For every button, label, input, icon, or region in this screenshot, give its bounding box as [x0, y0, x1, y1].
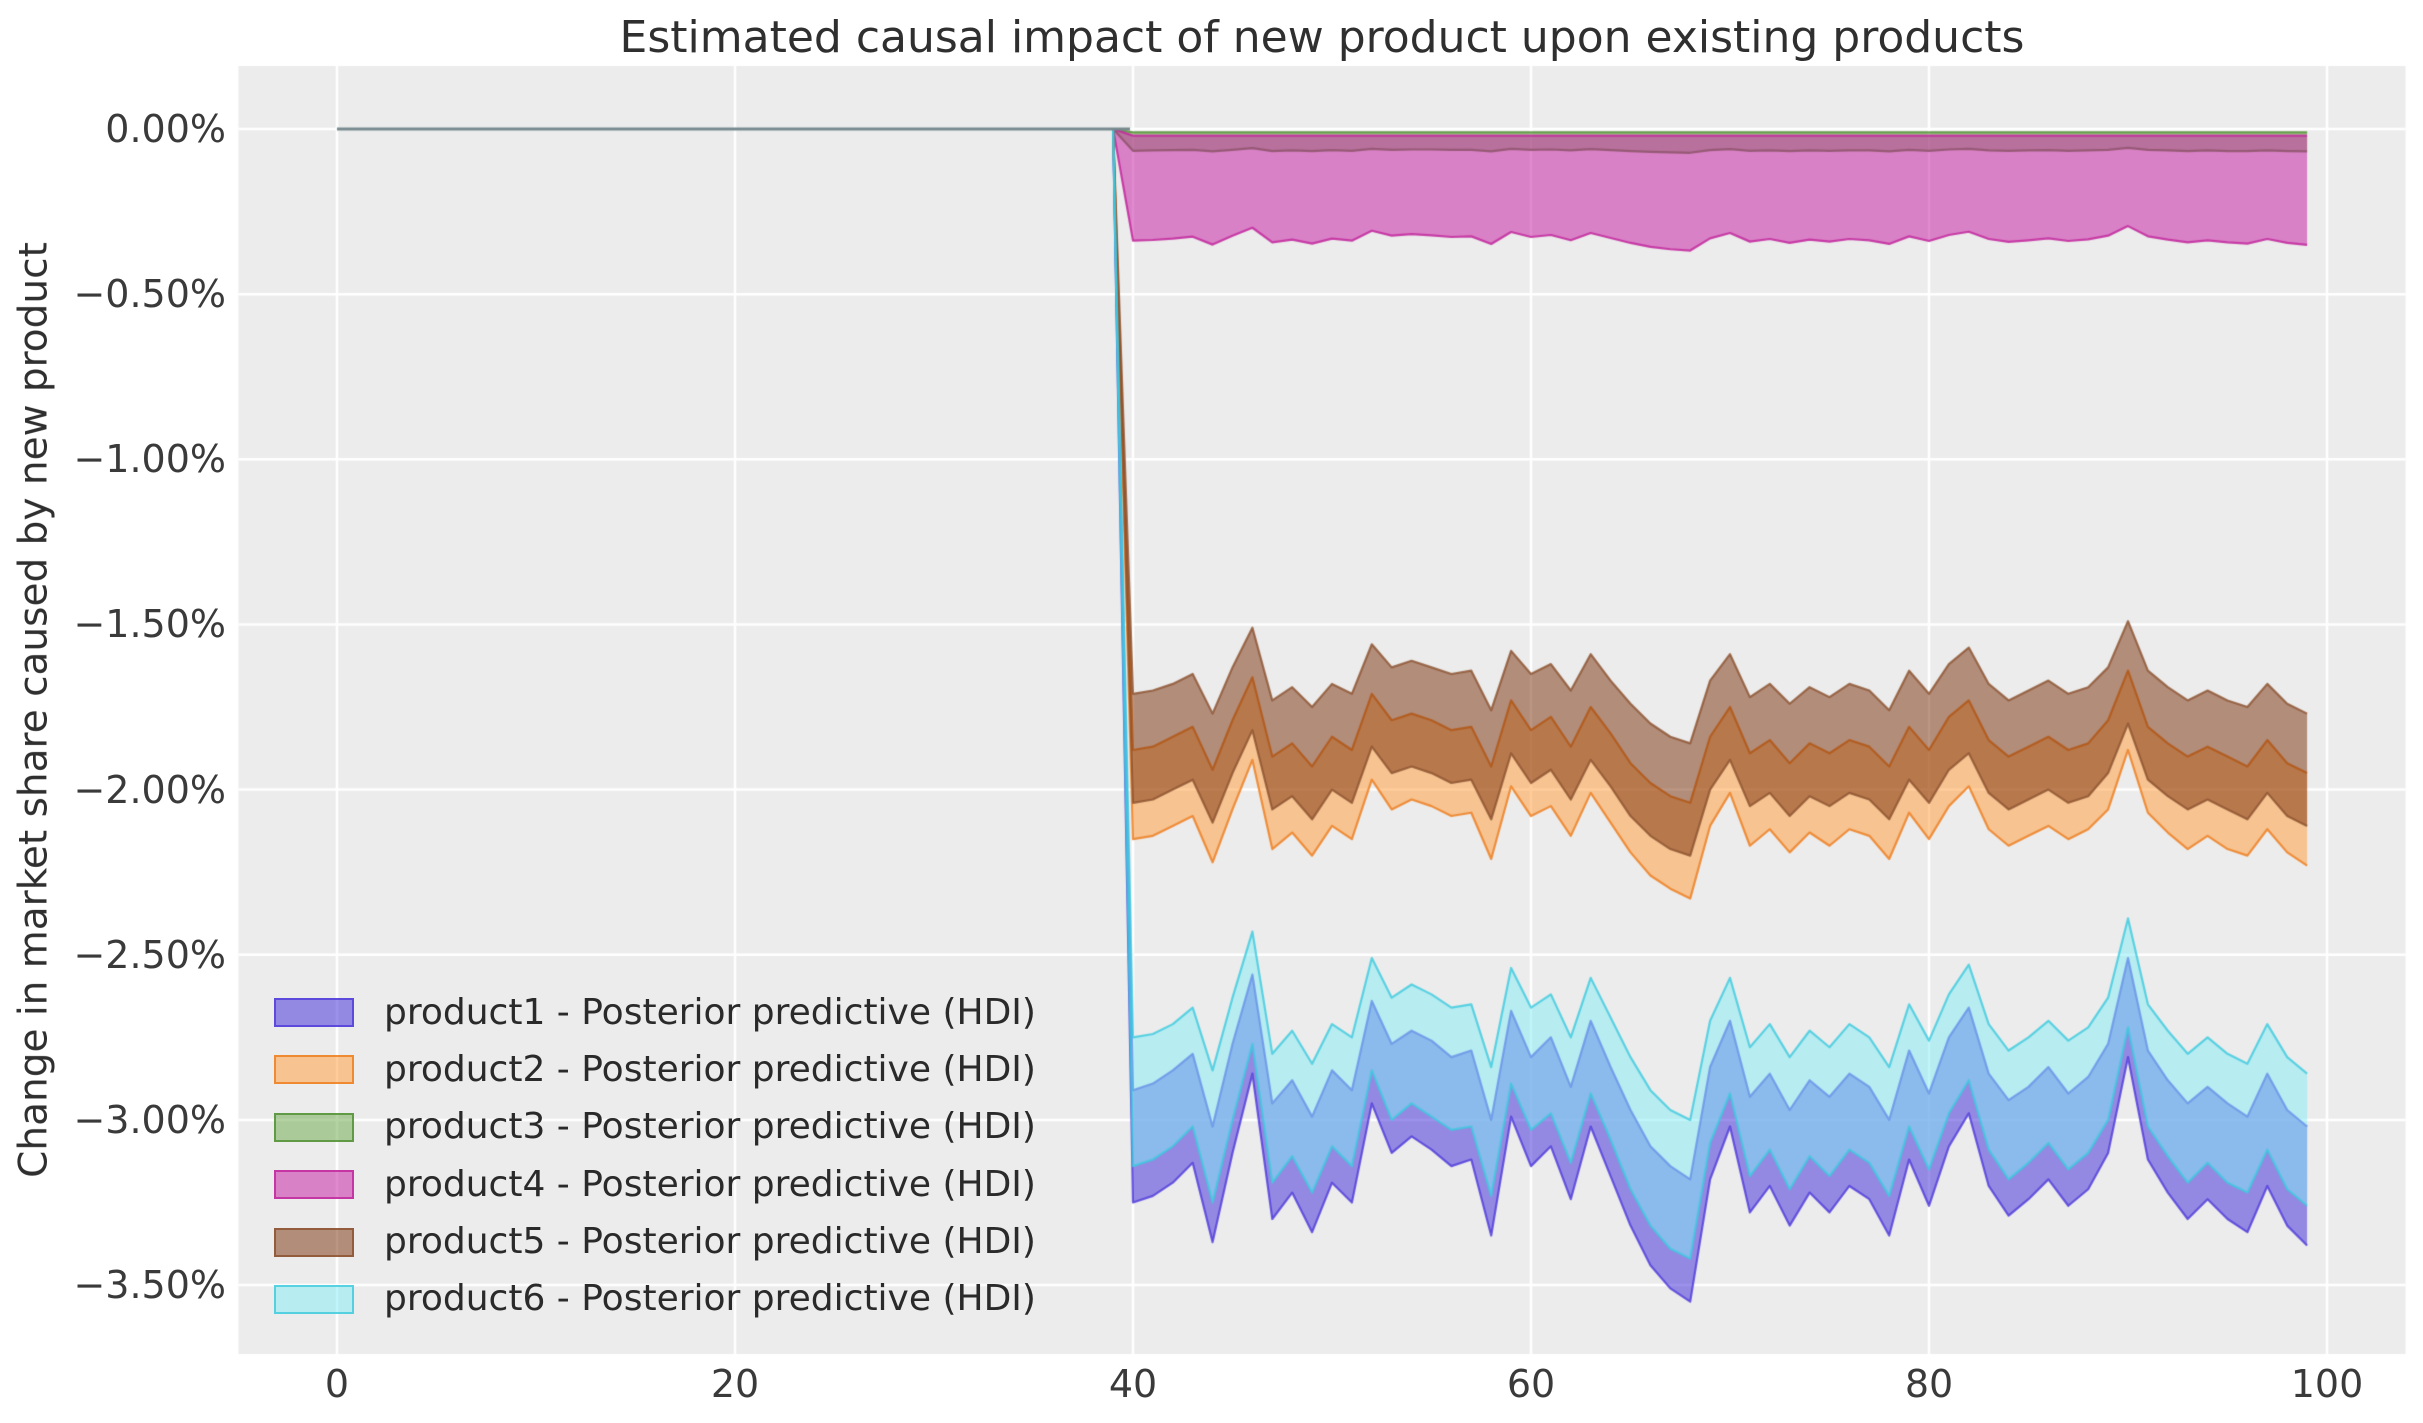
- legend-label-product6: product6 - Posterior predictive (HDI): [384, 1278, 1036, 1320]
- legend-item-product4: product4 - Posterior predictive (HDI): [274, 1166, 1036, 1202]
- y-tick-label: −3.00%: [73, 1097, 226, 1142]
- legend-item-product2: product2 - Posterior predictive (HDI): [274, 1051, 1036, 1087]
- legend-label-product2: product2 - Posterior predictive (HDI): [384, 1048, 1036, 1090]
- legend-swatch-product3: [274, 1112, 354, 1142]
- legend: product1 - Posterior predictive (HDI) pro…: [274, 994, 1036, 1342]
- legend-label-product1: product1 - Posterior predictive (HDI): [384, 991, 1036, 1033]
- y-tick-label: −3.50%: [73, 1263, 226, 1308]
- x-tick-label: 0: [324, 1362, 350, 1406]
- y-tick-label: −1.50%: [73, 602, 226, 647]
- x-tick-label: 80: [1904, 1362, 1954, 1406]
- y-tick-label: −1.00%: [73, 437, 226, 482]
- chart-title: Estimated causal impact of new product u…: [619, 12, 2025, 63]
- legend-swatch-product5: [274, 1227, 354, 1257]
- y-tick-label: −0.50%: [73, 272, 226, 317]
- legend-swatch-product1: [274, 998, 354, 1027]
- y-tick-label: −2.00%: [73, 767, 226, 812]
- x-tick-label: 20: [710, 1362, 760, 1406]
- legend-swatch-product2: [274, 1055, 354, 1085]
- legend-item-product1: product1 - Posterior predictive (HDI): [274, 994, 1036, 1030]
- x-tick-label: 40: [1108, 1362, 1158, 1406]
- x-tick-label: 60: [1506, 1362, 1556, 1406]
- legend-label-product5: product5 - Posterior predictive (HDI): [384, 1221, 1036, 1263]
- legend-item-product3: product3 - Posterior predictive (HDI): [274, 1109, 1036, 1145]
- y-tick-label: −2.50%: [73, 932, 226, 977]
- x-tick-label: 100: [2290, 1362, 2364, 1406]
- y-axis-label: Change in market share caused by new pro…: [11, 242, 57, 1178]
- legend-label-product4: product4 - Posterior predictive (HDI): [384, 1163, 1036, 1205]
- y-tick-label: 0.00%: [105, 107, 226, 151]
- legend-item-product6: product6 - Posterior predictive (HDI): [274, 1281, 1036, 1317]
- legend-swatch-product4: [274, 1170, 354, 1200]
- legend-label-product3: product3 - Posterior predictive (HDI): [384, 1106, 1036, 1148]
- legend-item-product5: product5 - Posterior predictive (HDI): [274, 1224, 1036, 1260]
- legend-swatch-product6: [274, 1284, 354, 1314]
